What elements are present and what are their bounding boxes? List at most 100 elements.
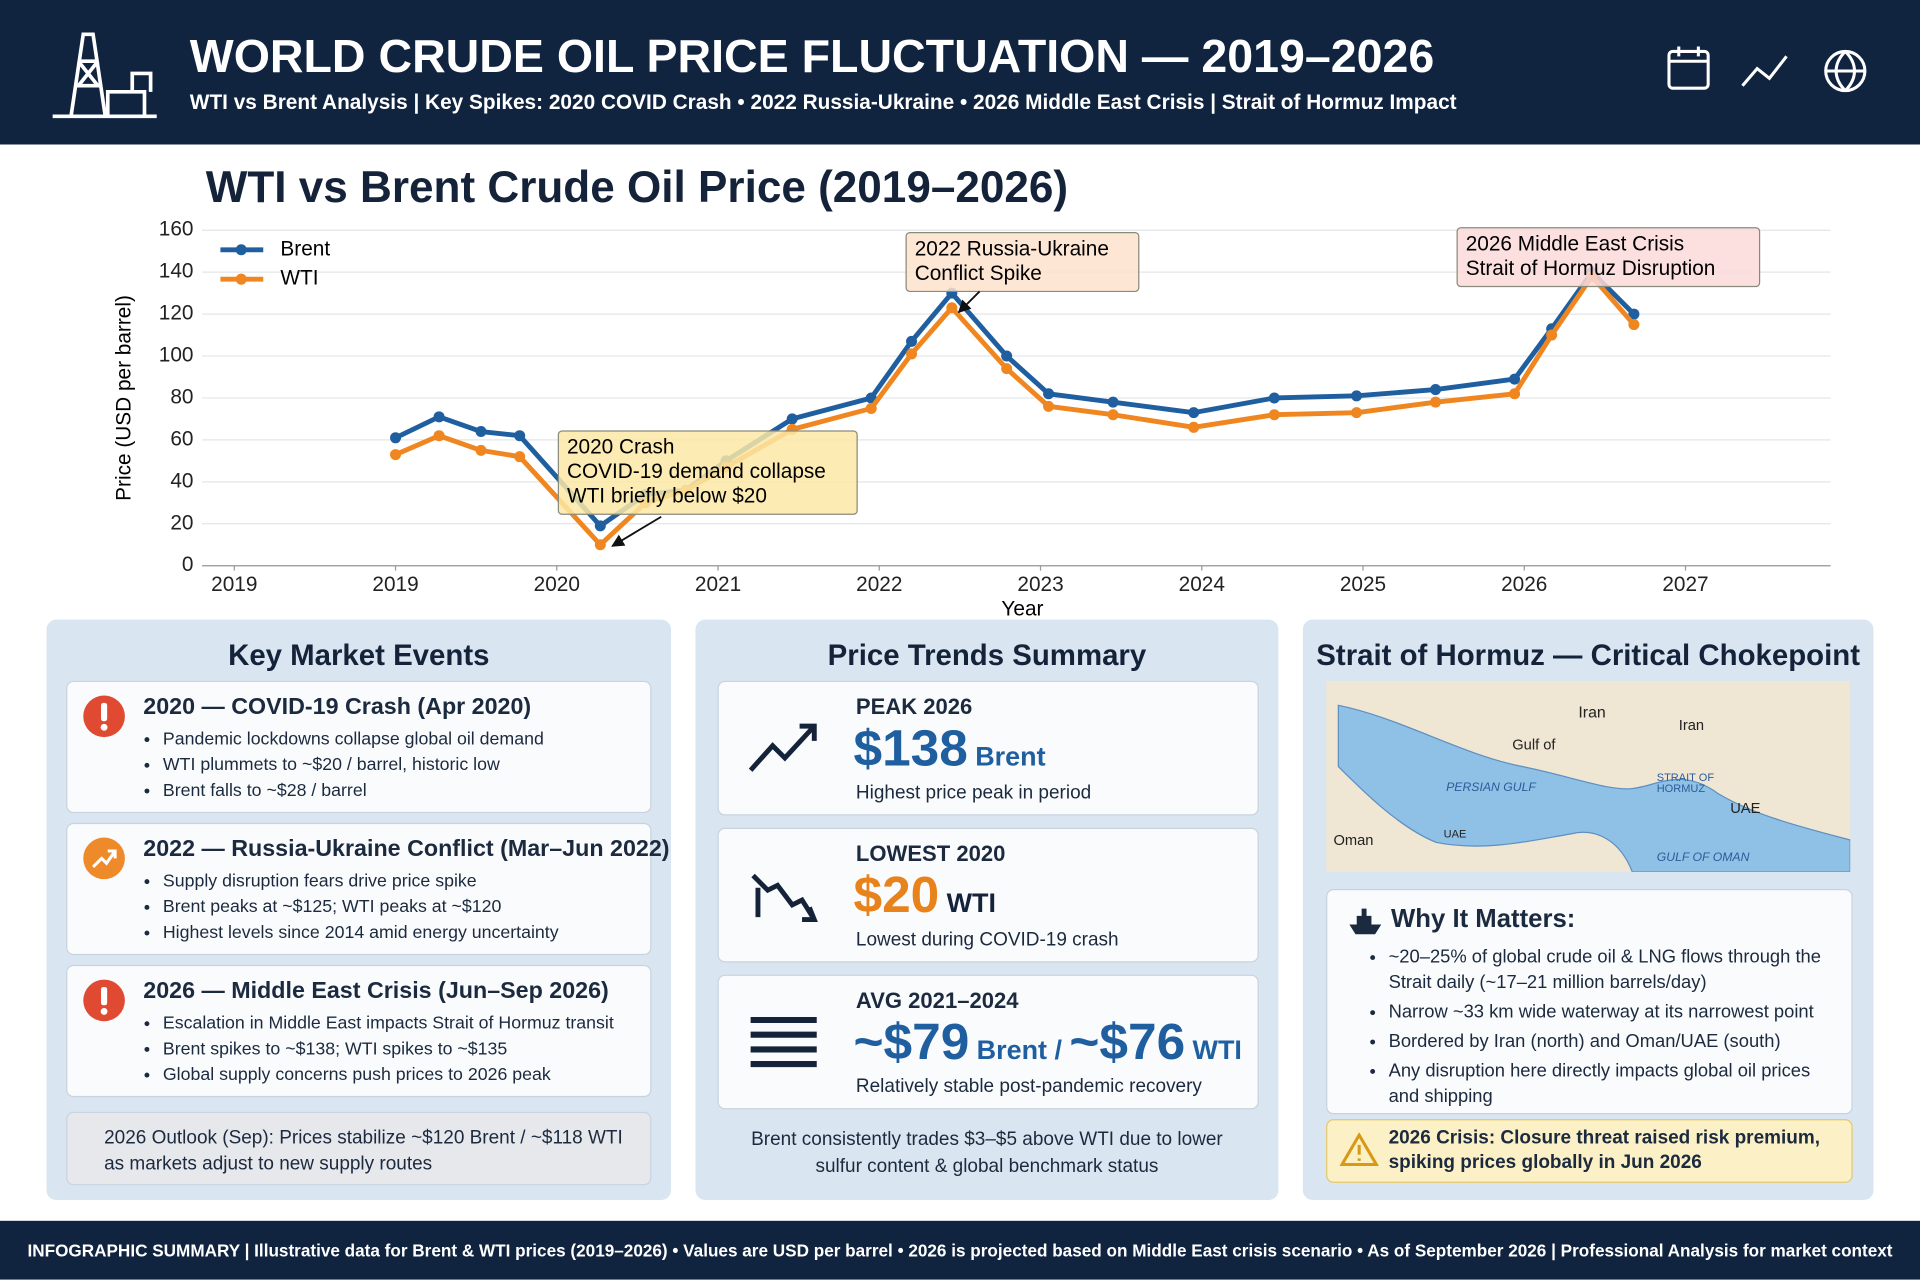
data-point (475, 444, 487, 456)
water (1337, 704, 1851, 872)
page-title: WORLD CRUDE OIL PRICE FLUCTUATION — 2019… (189, 31, 1435, 84)
y-tick-label: 120 (159, 302, 194, 325)
figure-value: $138 (853, 718, 968, 777)
header: WORLD CRUDE OIL PRICE FLUCTUATION — 2019… (0, 0, 1920, 145)
legend-label: WTI (280, 267, 318, 290)
y-tick-label: 60 (170, 427, 193, 450)
event-card: 2020 — COVID-19 Crash (Apr 2020) Pandemic… (66, 680, 652, 814)
event-bullets: Pandemic lockdowns collapse global oil d… (143, 727, 544, 804)
x-tick-label: 2027 (1662, 573, 1708, 596)
data-point (390, 432, 402, 444)
why-bullet: Narrow ~33 km wide waterway at its narro… (1389, 999, 1840, 1025)
events-panel: Key Market Events 2020 — COVID-19 Crash … (46, 619, 672, 1201)
alert-text: 2026 Crisis: Closure threat raised risk … (1388, 1127, 1821, 1174)
trend-card: LOWEST 2020 $20 WTI Lowest during COVID-19 … (717, 827, 1259, 963)
legend-swatch (235, 273, 247, 285)
annotation-box (905, 232, 1140, 293)
ship-icon (1349, 908, 1382, 935)
x-tick-label: 2021 (695, 573, 741, 596)
y-tick-label: 140 (159, 260, 194, 283)
figure-value: ~$79 (853, 1012, 970, 1071)
data-point (906, 348, 918, 360)
annotation-box (1456, 227, 1761, 288)
panel-title: Price Trends Summary (827, 639, 1147, 673)
data-point (1628, 319, 1640, 331)
x-tick-label: 2019 (211, 573, 257, 596)
event-bullet: Pandemic lockdowns collapse global oil d… (163, 727, 544, 753)
trend-label: LOWEST 2020 (855, 841, 1006, 866)
x-tick-label: 2020 (534, 573, 580, 596)
trend-icon (750, 1016, 817, 1068)
trend-note: Lowest during COVID-19 crash (855, 929, 1119, 951)
legend-swatch (235, 244, 247, 256)
annotation-text: COVID-19 demand collapse (567, 460, 826, 483)
data-point (865, 402, 877, 414)
trend-card: AVG 2021–2024 ~$79 Brent / ~$76 WTI Relativel… (717, 974, 1259, 1110)
y-tick-label: 20 (170, 511, 193, 534)
trend-value: $138 Brent (853, 719, 1052, 778)
event-heading: 2026 — Middle East Crisis (Jun–Sep 2026) (143, 978, 609, 1005)
data-point (1043, 388, 1055, 400)
warning-icon (1339, 1132, 1379, 1167)
x-tick-label: 2024 (1179, 573, 1225, 596)
trend-value: $20 WTI (853, 866, 1003, 925)
event-icon (83, 979, 125, 1022)
annotation-arrow (957, 290, 981, 314)
map-label: Gulf of (1512, 737, 1556, 753)
event-bullets: Supply disruption fears drive price spik… (143, 869, 559, 947)
footnote: Brent consistently trades $3–$5 above WT… (751, 1128, 1223, 1177)
x-tick-label: 2025 (1340, 573, 1386, 596)
data-point (1268, 392, 1280, 404)
data-point (1107, 396, 1119, 408)
y-tick-label: 100 (159, 344, 194, 367)
data-point (1430, 384, 1442, 396)
map-label: Oman (1333, 833, 1373, 849)
data-point (1001, 363, 1013, 375)
event-bullet: Highest levels since 2014 amid energy un… (163, 921, 559, 947)
map-label: UAE (1730, 801, 1760, 817)
figure-unit: WTI (1192, 1034, 1242, 1066)
x-axis-label: Year (1001, 597, 1043, 619)
event-bullet: Brent spikes to ~$138; WTI spikes to ~$1… (163, 1037, 614, 1063)
map: Iran Iran Gulf of PERSIAN GULF STRAIT OFHORM… (1326, 680, 1851, 872)
data-point (390, 449, 402, 461)
why-bullet: ~20–25% of global crude oil & LNG flows … (1389, 944, 1840, 995)
map-label: PERSIAN GULF (1446, 780, 1537, 794)
annotation-text: 2020 Crash (567, 436, 675, 459)
alert-card: 2026 Crisis: Closure threat raised risk … (1326, 1119, 1853, 1183)
legend-label: Brent (280, 237, 330, 260)
event-bullet: Supply disruption fears drive price spik… (163, 869, 559, 895)
trends-panel: Price Trends Summary PEAK 2026 $138 Brent H… (695, 619, 1279, 1201)
data-point (1509, 388, 1521, 400)
event-bullet: WTI plummets to ~$20 / barrel, historic … (163, 753, 544, 779)
annotation-box (557, 430, 858, 515)
data-point (1509, 373, 1521, 385)
data-point (1001, 350, 1013, 362)
event-icon (83, 695, 125, 738)
why-bullet: Any disruption here directly impacts glo… (1389, 1058, 1840, 1109)
data-point (1546, 329, 1558, 341)
event-icon (83, 837, 125, 880)
annotation-text: WTI briefly below $20 (567, 485, 767, 508)
figure-unit: WTI (946, 887, 997, 919)
event-card: 2026 — Middle East Crisis (Jun–Sep 2026)… (66, 964, 652, 1098)
trend-value: ~$79 Brent / ~$76 WTI (853, 1013, 1249, 1072)
event-bullet: Global supply concerns push prices to 20… (163, 1063, 614, 1089)
panel-title: Key Market Events (228, 639, 490, 673)
data-point (475, 426, 487, 438)
data-point (946, 302, 958, 314)
figure-unit: Brent (975, 740, 1046, 772)
y-tick-label: 40 (170, 469, 193, 492)
outlook-text: 2026 Outlook (Sep): Prices stabilize ~$1… (104, 1127, 623, 1175)
data-point (594, 539, 606, 551)
annotation-text: 2026 Middle East Crisis (1466, 232, 1684, 255)
footer: INFOGRAPHIC SUMMARY | Illustrative data … (0, 1220, 1920, 1280)
data-point (1107, 409, 1119, 421)
panel-title: Strait of Hormuz — Critical Chokepoint (1316, 639, 1861, 673)
y-tick-label: 0 (182, 553, 194, 576)
chart: 0 20 40 60 80 100 120 140 160 2019 2019 2020 2021 202… (112, 218, 1831, 620)
page-subtitle: WTI vs Brent Analysis | Key Spikes: 2020… (189, 90, 1457, 114)
data-point (1628, 308, 1640, 320)
chart-title: WTI vs Brent Crude Oil Price (2019–2026) (205, 161, 1069, 212)
